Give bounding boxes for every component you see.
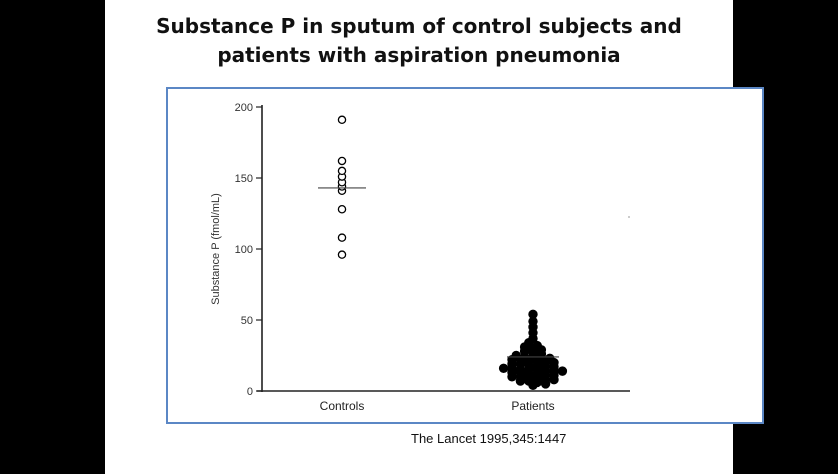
- point-patients-41: [545, 353, 555, 364]
- point-controls-0: [337, 250, 347, 259]
- chart-marks: [318, 115, 568, 391]
- x-category-label-patients: Patients: [511, 399, 554, 413]
- scatter-chart: 0 50 100 150 200 Substance P (fmol/mL) Control…: [210, 102, 630, 413]
- plot-frame: 0 50 100 150 200 Substance P (fmol/mL) Control…: [166, 87, 764, 424]
- x-category-label-controls: Controls: [320, 399, 365, 413]
- point-patients-37: [511, 350, 521, 361]
- point-controls-7: [337, 166, 347, 176]
- point-controls-1: [337, 233, 347, 242]
- slide-title-line-1: Substance P in sputum of control subject…: [156, 14, 682, 38]
- slide-title: Substance P in sputum of control subject…: [105, 12, 733, 70]
- slide: Substance P in sputum of control subject…: [105, 0, 764, 474]
- y-tick-label-200: 200: [235, 102, 253, 114]
- point-controls-8: [337, 156, 347, 166]
- y-tick-label-150: 150: [235, 173, 253, 185]
- point-controls-2: [337, 204, 347, 214]
- y-axis-label: Substance P (fmol/mL): [210, 193, 222, 305]
- y-tick-label-50: 50: [241, 315, 253, 327]
- point-patients-17: [498, 363, 509, 373]
- slide-title-line-2: patients with aspiration pneumonia: [217, 43, 621, 67]
- point-patients-49: [532, 340, 542, 351]
- axes: 0 50 100 150 200 Substance P (fmol/mL) Control…: [210, 102, 630, 413]
- point-patients-54: [528, 309, 538, 320]
- point-controls-9: [337, 115, 347, 125]
- citation: The Lancet 1995,345:1447: [411, 431, 567, 446]
- y-tick-label-100: 100: [235, 244, 253, 256]
- point-patients-24: [557, 366, 568, 376]
- y-tick-label-0: 0: [247, 386, 253, 398]
